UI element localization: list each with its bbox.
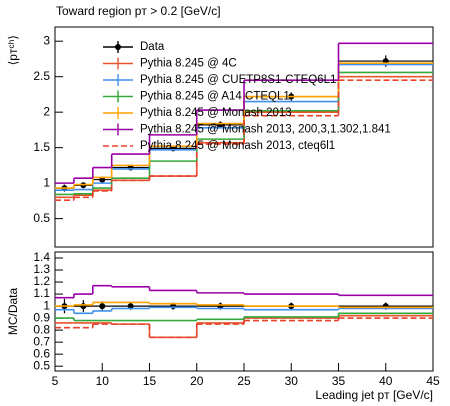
y-tick-label: 1.3: [33, 262, 50, 276]
y-tick-label: 1: [43, 298, 50, 312]
y-axis-label: MC/Data: [6, 288, 20, 336]
y-tick-label: 2: [43, 104, 50, 118]
y-tick-label: 0.7: [33, 334, 50, 348]
x-tick-label: 10: [96, 374, 110, 388]
plot-frame: [54, 26, 434, 248]
legend-label: Pythia 8.245 @ A14 CTEQL1: [140, 91, 290, 103]
legend-label: Pythia 8.245 @ CUETP8S1-CTEQ6L1: [140, 74, 336, 86]
x-tick-label: 30: [285, 374, 299, 388]
y-tick-label: 0.5: [33, 211, 50, 225]
legend-label: Pythia 8.245 @ Monash 2013, 200,3,1.302,…: [140, 124, 391, 136]
x-tick-label: 15: [143, 374, 157, 388]
legend-label: Data: [140, 41, 165, 53]
y-tick-label: 0.5: [33, 358, 50, 372]
x-tick-label: 25: [237, 374, 251, 388]
legend-label: Pythia 8.245 @ Monash 2013, cteq6l1: [140, 140, 335, 152]
data-point: [127, 303, 134, 310]
x-axis-label: Leading jet pᴛ [GeV/c]: [315, 388, 433, 402]
y-tick-label: 2.5: [33, 69, 50, 83]
legend-label: Pythia 8.245 @ Monash 2013: [140, 107, 292, 119]
y-tick-label: 1.2: [33, 274, 50, 288]
y-tick-label: 0.8: [33, 322, 50, 336]
y-tick-label: 1.4: [33, 250, 50, 264]
chart-title: Toward region pᴛ > 0.2 [GeV/c]: [56, 4, 221, 18]
x-tick-label: 20: [190, 374, 204, 388]
legend-label: Pythia 8.245 @ 4C: [140, 58, 237, 70]
y-tick-label: 1.5: [33, 140, 50, 154]
y-axis-label: ⟨pᴛᶜʰ⟩: [6, 35, 20, 65]
x-tick-label: 5: [52, 374, 59, 388]
y-tick-label: 3: [43, 33, 50, 47]
y-tick-label: 1: [43, 175, 50, 189]
x-tick-label: 35: [332, 374, 346, 388]
data-point: [80, 303, 87, 310]
legend-swatch: [115, 44, 121, 50]
x-tick-label: 40: [379, 374, 393, 388]
y-tick-label: 0.9: [33, 310, 50, 324]
x-tick-label: 45: [426, 374, 440, 388]
data-point: [99, 303, 106, 310]
y-tick-label: 1.1: [33, 286, 50, 300]
y-tick-label: 0.6: [33, 346, 50, 360]
